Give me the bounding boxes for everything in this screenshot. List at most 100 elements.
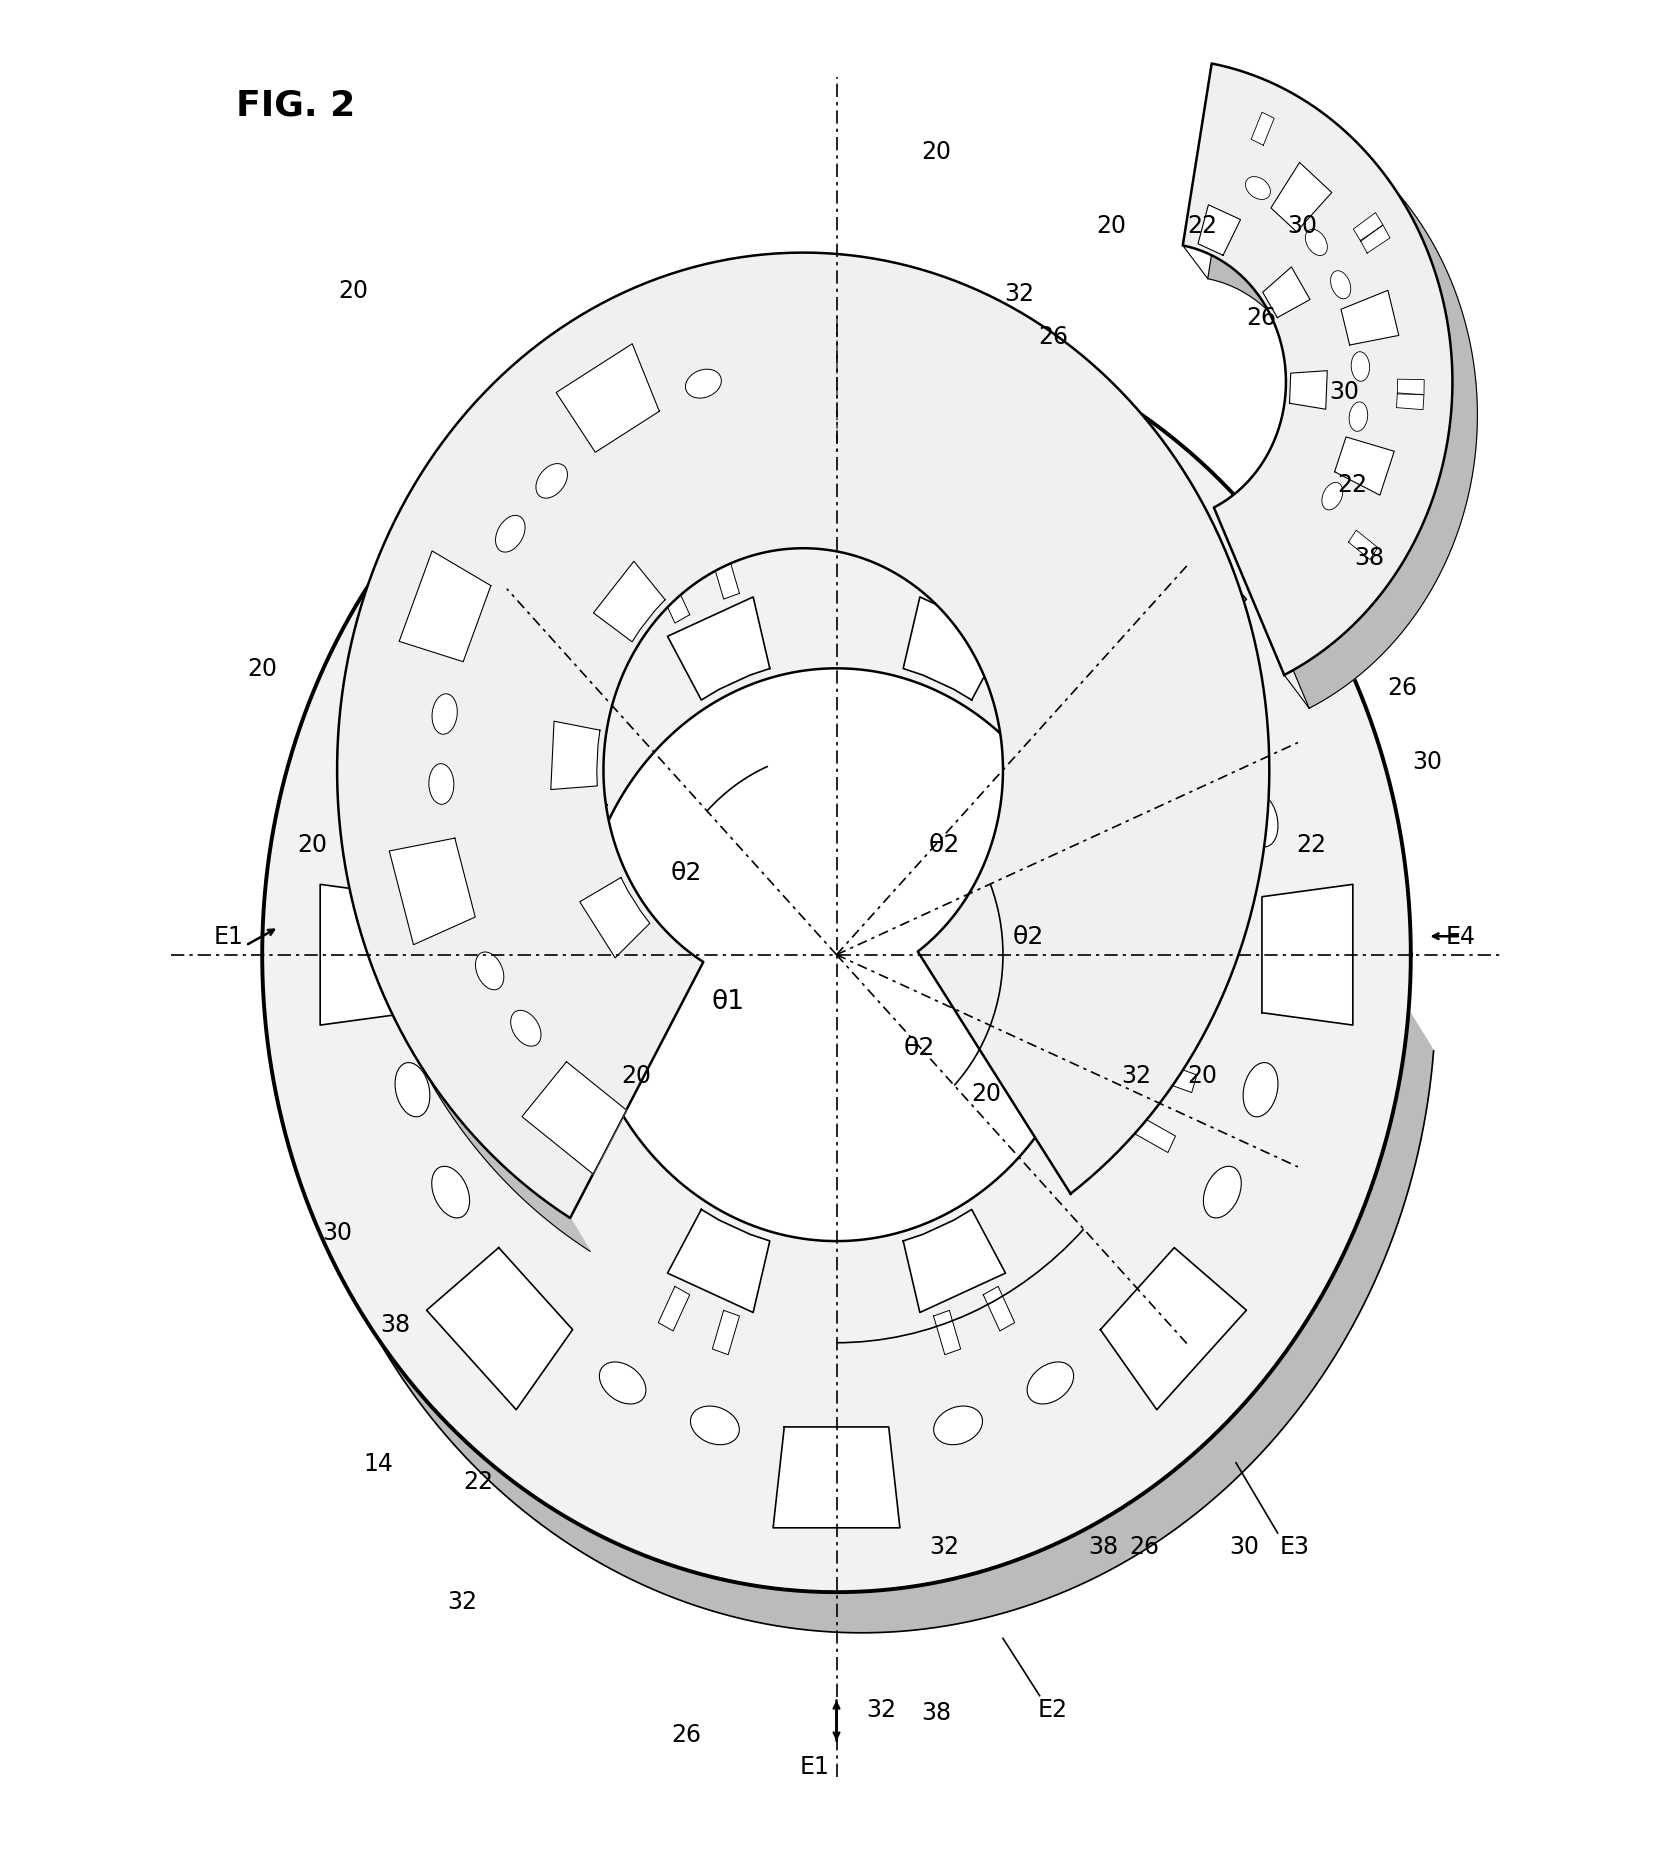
Ellipse shape — [495, 516, 525, 553]
Polygon shape — [1198, 206, 1241, 256]
Polygon shape — [497, 757, 537, 792]
Text: 20: 20 — [1096, 213, 1126, 237]
Polygon shape — [427, 501, 572, 662]
Polygon shape — [582, 1005, 1116, 1282]
Polygon shape — [1066, 768, 1159, 881]
Ellipse shape — [1027, 506, 1074, 549]
Text: 26: 26 — [1387, 675, 1417, 699]
Polygon shape — [1158, 1063, 1196, 1093]
Polygon shape — [400, 551, 490, 662]
Polygon shape — [657, 1287, 689, 1332]
Polygon shape — [514, 1030, 607, 1143]
Polygon shape — [668, 1209, 770, 1313]
Ellipse shape — [1203, 692, 1241, 744]
Polygon shape — [1348, 531, 1379, 560]
Ellipse shape — [1243, 794, 1278, 848]
Polygon shape — [984, 579, 1016, 623]
Polygon shape — [773, 1426, 900, 1529]
Ellipse shape — [1203, 1167, 1241, 1219]
Polygon shape — [1335, 438, 1394, 495]
Text: 38: 38 — [380, 1313, 410, 1337]
Polygon shape — [1290, 371, 1327, 410]
Text: E1: E1 — [214, 926, 244, 948]
Text: 30: 30 — [1330, 380, 1358, 404]
Polygon shape — [1183, 65, 1452, 675]
Text: 32: 32 — [867, 1697, 897, 1721]
Polygon shape — [1397, 393, 1424, 410]
Ellipse shape — [599, 506, 646, 549]
Text: 20: 20 — [248, 657, 278, 681]
Polygon shape — [1136, 1119, 1176, 1154]
Text: 14: 14 — [363, 1451, 393, 1475]
Text: 26: 26 — [1129, 1534, 1159, 1558]
Ellipse shape — [510, 1011, 540, 1046]
Ellipse shape — [432, 692, 470, 744]
Text: 20: 20 — [1188, 1063, 1218, 1087]
Text: 26: 26 — [1037, 325, 1067, 349]
Polygon shape — [934, 555, 960, 599]
Polygon shape — [1251, 113, 1275, 147]
Text: θ2: θ2 — [1012, 926, 1044, 948]
Ellipse shape — [428, 764, 453, 805]
Ellipse shape — [475, 952, 504, 991]
Text: 20: 20 — [338, 278, 368, 302]
Polygon shape — [1208, 98, 1477, 709]
Polygon shape — [903, 1209, 1005, 1313]
Text: θ2: θ2 — [903, 1035, 935, 1059]
Ellipse shape — [1322, 482, 1343, 510]
Polygon shape — [903, 597, 1005, 701]
Ellipse shape — [1348, 403, 1369, 432]
Text: θ2: θ2 — [671, 861, 703, 885]
Ellipse shape — [535, 464, 567, 499]
Text: 32: 32 — [1121, 1063, 1151, 1087]
Polygon shape — [550, 722, 601, 790]
Text: 22: 22 — [1337, 473, 1367, 497]
Ellipse shape — [691, 466, 739, 505]
Polygon shape — [514, 768, 607, 881]
Polygon shape — [657, 579, 689, 623]
Ellipse shape — [691, 1406, 739, 1445]
Polygon shape — [555, 345, 659, 453]
Text: FIG. 2: FIG. 2 — [236, 89, 355, 122]
Text: 30: 30 — [1288, 213, 1318, 237]
Polygon shape — [581, 877, 649, 959]
Ellipse shape — [432, 1167, 470, 1219]
Polygon shape — [773, 382, 900, 482]
Polygon shape — [497, 1119, 537, 1154]
Polygon shape — [579, 670, 1094, 1241]
Text: E3: E3 — [1280, 1534, 1310, 1558]
Polygon shape — [477, 818, 515, 848]
Polygon shape — [338, 254, 1270, 1219]
Ellipse shape — [1330, 271, 1350, 301]
Text: 38: 38 — [1353, 545, 1384, 569]
Text: 32: 32 — [930, 1534, 960, 1558]
Polygon shape — [522, 1063, 626, 1174]
Text: 32: 32 — [447, 1590, 477, 1614]
Text: θ2: θ2 — [929, 833, 960, 857]
Polygon shape — [320, 885, 412, 1026]
Text: E1: E1 — [800, 1753, 830, 1777]
Text: E4: E4 — [1445, 926, 1476, 948]
Text: 22: 22 — [1188, 213, 1218, 237]
Polygon shape — [263, 317, 1410, 1592]
Polygon shape — [668, 597, 770, 701]
Ellipse shape — [934, 466, 982, 505]
Polygon shape — [427, 1248, 572, 1410]
Polygon shape — [1271, 163, 1332, 232]
Text: 30: 30 — [323, 1221, 351, 1245]
Polygon shape — [1158, 818, 1196, 848]
Text: 22: 22 — [463, 1469, 494, 1493]
Ellipse shape — [1245, 178, 1270, 200]
Polygon shape — [1261, 885, 1353, 1026]
Text: 20: 20 — [922, 139, 952, 163]
Text: 26: 26 — [1246, 306, 1276, 330]
Polygon shape — [1066, 1030, 1159, 1143]
Ellipse shape — [1305, 230, 1327, 256]
Polygon shape — [713, 555, 739, 599]
Ellipse shape — [395, 1063, 430, 1117]
Text: 20: 20 — [972, 1081, 1002, 1106]
Polygon shape — [713, 1311, 739, 1354]
Polygon shape — [1342, 291, 1399, 345]
Ellipse shape — [599, 1362, 646, 1404]
Ellipse shape — [432, 694, 457, 735]
